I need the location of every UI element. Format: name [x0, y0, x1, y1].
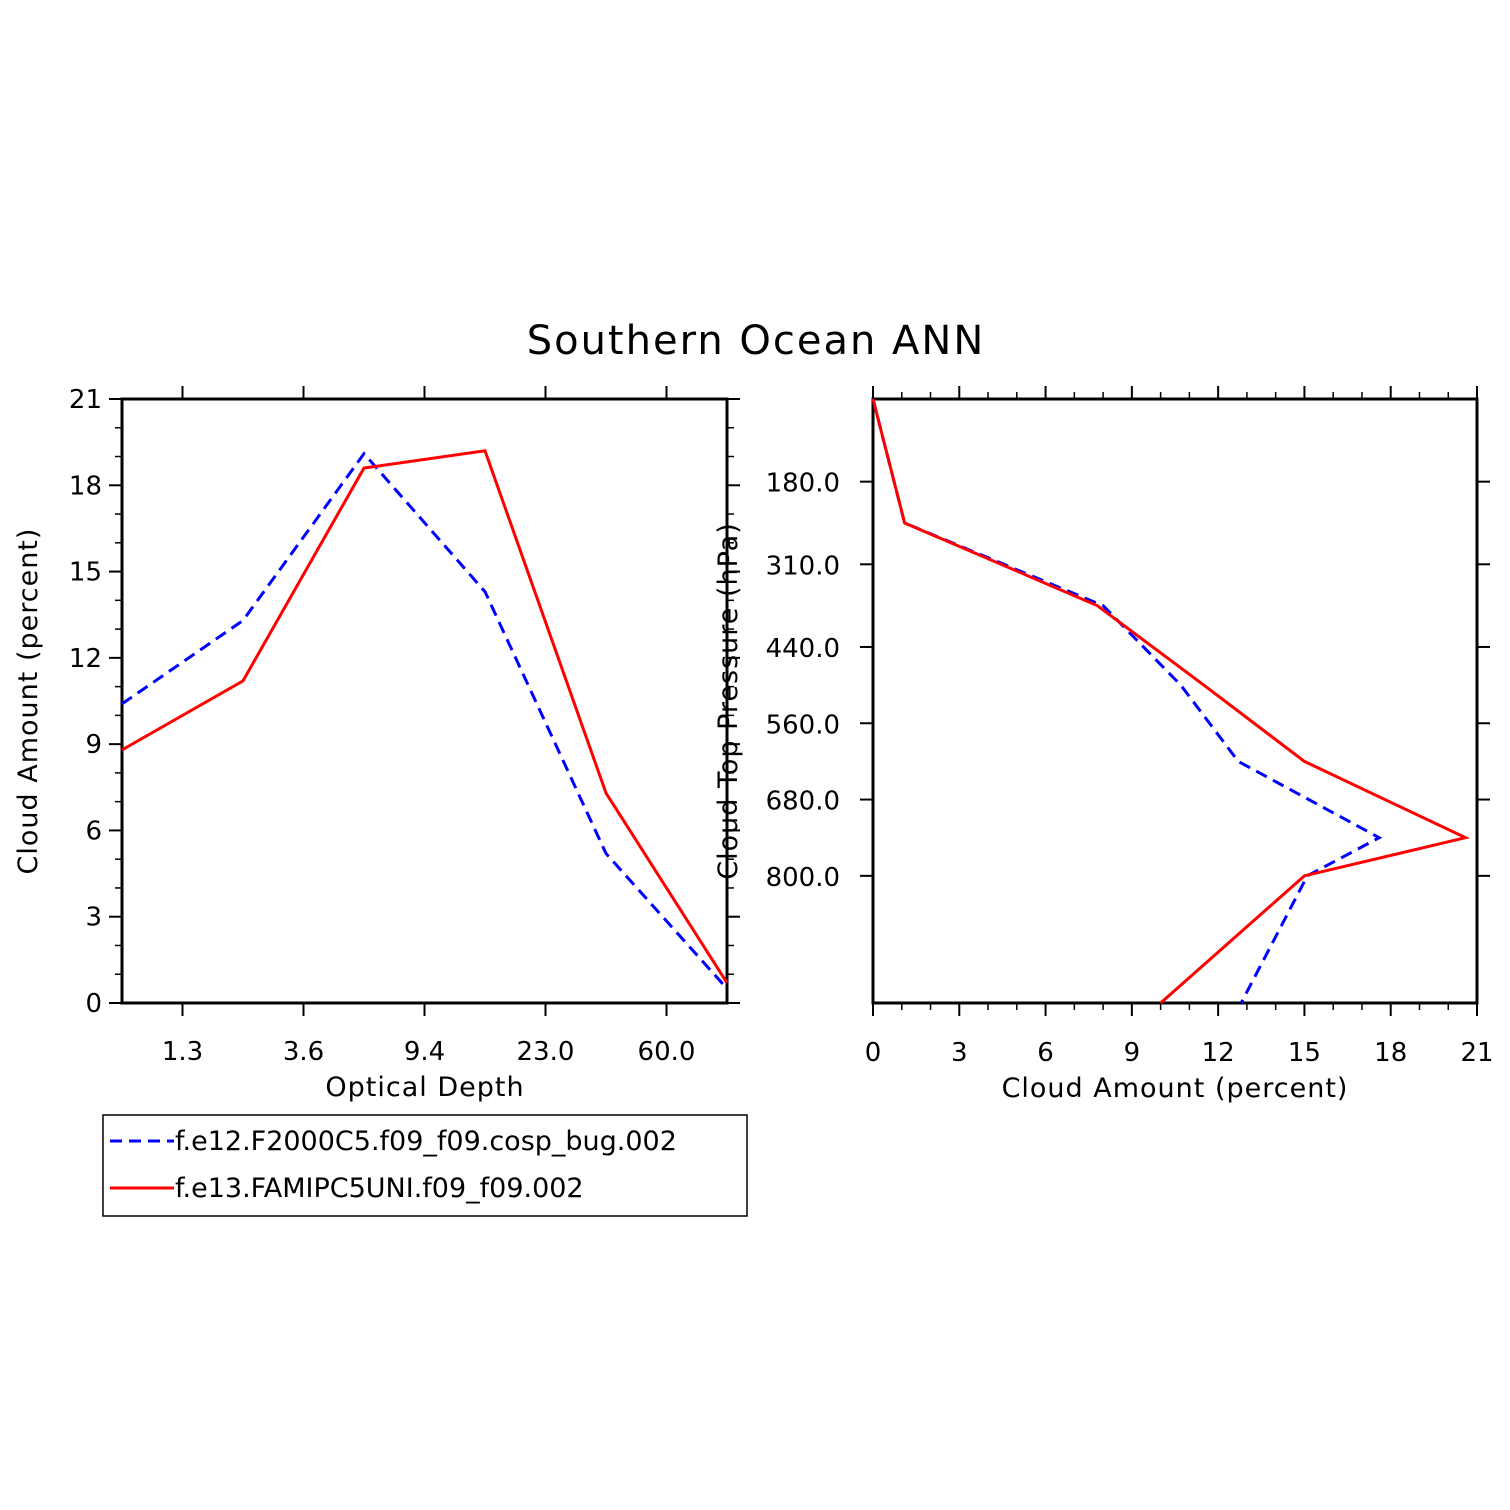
right-x-tick-label: 3	[951, 1038, 968, 1068]
left-lines	[121, 449, 729, 990]
right-y-tick-label: 440.0	[766, 634, 840, 664]
right-y-tick-label: 800.0	[766, 863, 840, 893]
left-x-tick-label: 3.6	[283, 1037, 324, 1067]
right-x-tick-label: 15	[1288, 1038, 1321, 1068]
left-x-tick-label: 9.4	[404, 1037, 445, 1067]
left-y-tick-label: 3	[85, 903, 102, 933]
left-series-line-0	[121, 451, 729, 990]
left-plot-frame	[120, 397, 729, 1005]
right-y-tick-label: 180.0	[766, 469, 840, 499]
right-y-tick-label: 680.0	[766, 787, 840, 817]
left-y-tick-label: 0	[85, 989, 102, 1019]
left-y-tick-label: 9	[85, 730, 102, 760]
left-x-tick-label: 60.0	[638, 1037, 696, 1067]
left-x-tick-label: 1.3	[162, 1037, 203, 1067]
left-x-tick-label: 23.0	[517, 1037, 575, 1067]
right-y-tick-label: 310.0	[766, 551, 840, 581]
right-panel: 0 3 6 9 12 15 18 21 180.0 310.0 440.0 560.0 680.0 800…	[713, 386, 1494, 1104]
left-y-axis-label: Cloud Amount (percent)	[13, 528, 44, 875]
left-y-tick-label: 15	[69, 558, 102, 588]
right-x-tick-label: 9	[1124, 1038, 1141, 1068]
legend-box	[102, 1114, 748, 1217]
left-y-tick-label: 6	[85, 816, 102, 846]
left-y-tick-label: 18	[69, 471, 102, 501]
left-x-axis-label: Optical Depth	[325, 1072, 524, 1103]
right-x-axis-label: Cloud Amount (percent)	[1002, 1073, 1349, 1104]
right-plot-frame	[871, 397, 1479, 1005]
right-series-line-0	[871, 398, 1383, 1004]
right-x-tick-label: 21	[1460, 1038, 1493, 1068]
right-series-line-1	[871, 398, 1471, 1005]
legend-label-0: f.e12.F2000C5.f09_f09.cosp_bug.002	[175, 1126, 677, 1157]
right-x-tick-label: 6	[1037, 1038, 1054, 1068]
right-y-tick-label: 560.0	[766, 710, 840, 740]
left-y-tick-label: 21	[69, 385, 102, 415]
right-x-tick-label: 18	[1374, 1038, 1407, 1068]
left-ticks: 0 3 6 9 12 15 18 21 1.3 3.6 9.4 23.0 60.0	[69, 385, 740, 1067]
right-x-tick-label: 12	[1202, 1038, 1235, 1068]
right-ticks: 0 3 6 9 12 15 18 21 180.0 310.0 440.0 560.0 680.0 800…	[766, 386, 1494, 1068]
left-y-tick-label: 12	[69, 644, 102, 674]
right-lines	[871, 398, 1471, 1005]
legend-label-1: f.e13.FAMIPC5UNI.f09_f09.002	[175, 1173, 584, 1204]
left-panel: 0 3 6 9 12 15 18 21 1.3 3.6 9.4 23.0 60.0 Optical De…	[13, 385, 740, 1103]
chart-title: Southern Ocean ANN	[527, 318, 986, 364]
right-x-tick-label: 0	[865, 1038, 882, 1068]
left-series-line-1	[121, 449, 729, 984]
legend: f.e12.F2000C5.f09_f09.cosp_bug.002 f.e13…	[102, 1114, 748, 1217]
right-y-axis-label: Cloud Top Pressure (hPa)	[713, 522, 744, 880]
